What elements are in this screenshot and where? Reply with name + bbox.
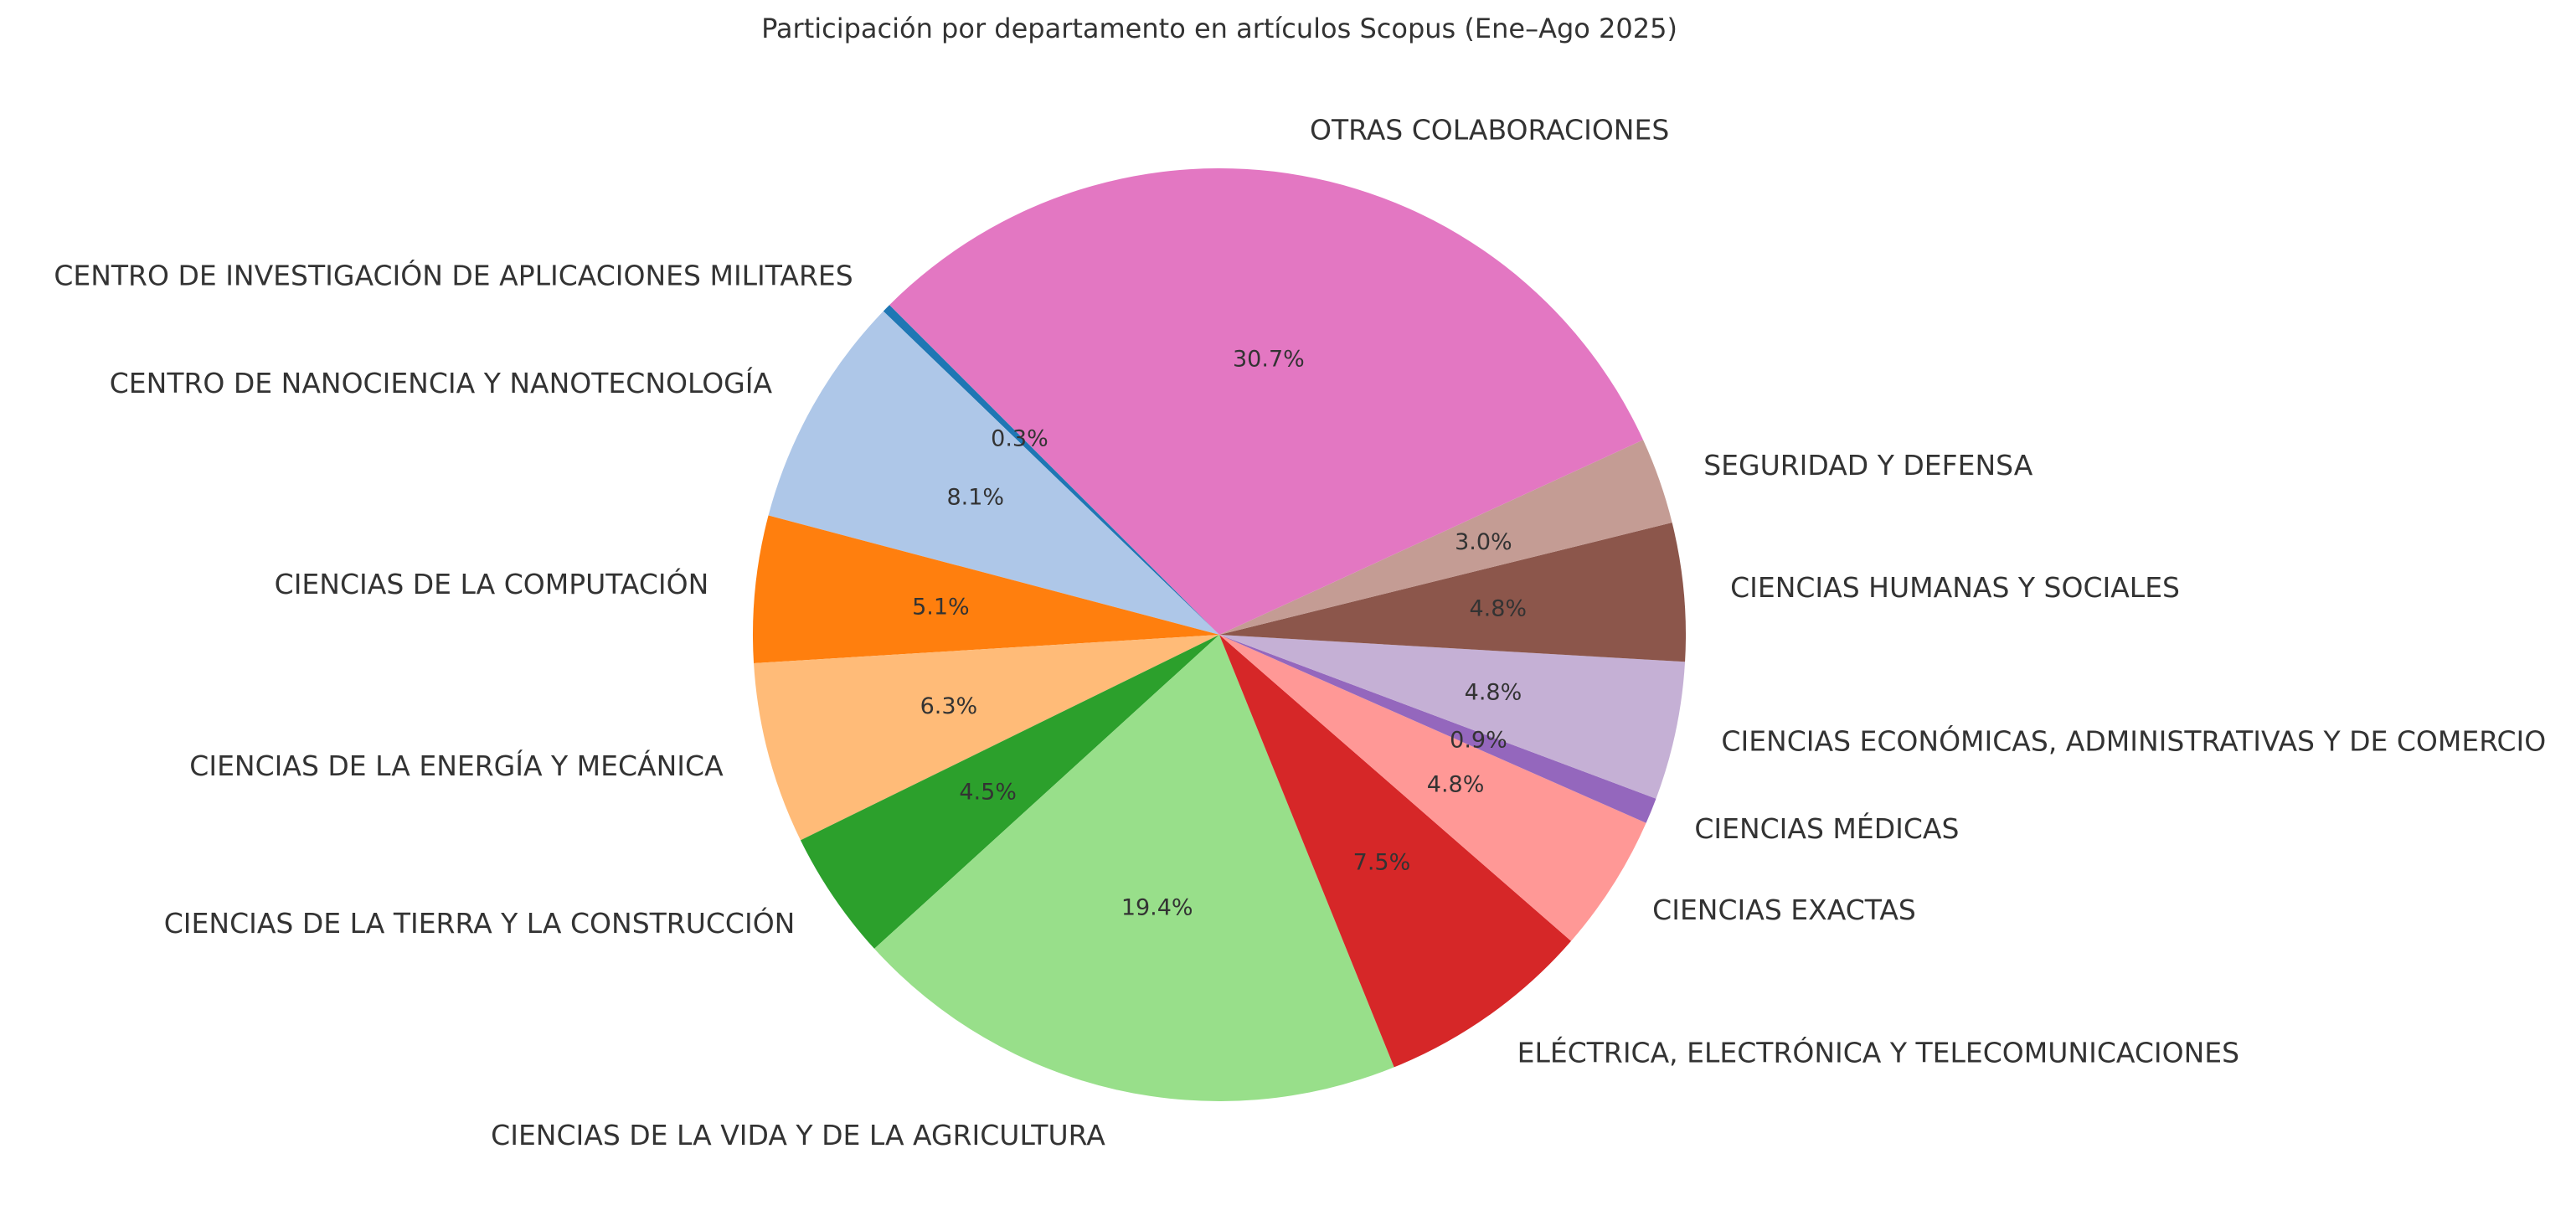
percent-label-centro-de-investigacion-de-aplicaciones-militares: 0.3%	[991, 425, 1048, 451]
pie-slice-otras-colaboraciones	[889, 168, 1644, 635]
slice-label-electrica-electronica-y-telecomunicaciones: ELÉCTRICA, ELECTRÓNICA Y TELECOMUNICACIO…	[1517, 1035, 2239, 1069]
pie-slice-ciencias-de-la-vida-y-de-la-agricultura	[874, 635, 1394, 1101]
pie-slice-ciencias-medicas	[1219, 635, 1656, 823]
percent-label-ciencias-medicas: 0.9%	[1450, 728, 1507, 754]
slice-label-ciencias-medicas: CIENCIAS MÉDICAS	[1694, 811, 1959, 845]
slice-labels: CENTRO DE INVESTIGACIÓN DE APLICACIONES …	[54, 113, 2546, 1151]
percent-label-otras-colaboraciones: 30.7%	[1233, 347, 1305, 373]
chart-title: Participación por departamento en artícu…	[761, 13, 1677, 44]
percent-label-centro-de-nanociencia-y-nanotecnologia: 8.1%	[946, 485, 1004, 511]
percent-label-seguridad-y-defensa: 3.0%	[1455, 529, 1512, 555]
pie-slice-seguridad-y-defensa	[1219, 440, 1672, 635]
pie-slice-centro-de-investigacion-de-aplicaciones-militares	[883, 305, 1219, 635]
pie-slice-ciencias-de-la-energia-y-mecanica	[754, 635, 1219, 841]
slice-label-centro-de-investigacion-de-aplicaciones-militares: CENTRO DE INVESTIGACIÓN DE APLICACIONES …	[54, 258, 853, 291]
percent-label-ciencias-exactas: 4.8%	[1427, 772, 1485, 798]
percent-label-ciencias-economicas-administrativas-y-de-comercio: 4.8%	[1465, 680, 1522, 706]
slice-label-ciencias-de-la-tierra-y-la-construccion: CIENCIAS DE LA TIERRA Y LA CONSTRUCCIÓN	[164, 906, 796, 940]
pie-slice-ciencias-humanas-y-sociales	[1219, 522, 1686, 662]
percent-label-ciencias-de-la-tierra-y-la-construccion: 4.5%	[959, 779, 1017, 805]
slice-label-ciencias-de-la-computacion: CIENCIAS DE LA COMPUTACIÓN	[275, 567, 709, 600]
slice-label-centro-de-nanociencia-y-nanotecnologia: CENTRO DE NANOCIENCIA Y NANOTECNOLOGÍA	[110, 366, 773, 399]
slice-label-ciencias-exactas: CIENCIAS EXACTAS	[1652, 894, 1916, 926]
percent-label-ciencias-de-la-computacion: 5.1%	[912, 595, 970, 621]
pie-slice-centro-de-nanociencia-y-nanotecnologia	[768, 311, 1219, 635]
percent-labels: 0.3% 8.1% 5.1% 6.3% 4.5% 19.4% 7.5% 4.8% 0.9% 4.8…	[912, 347, 1527, 921]
pie-slice-ciencias-exactas	[1219, 635, 1646, 941]
slice-label-otras-colaboraciones: OTRAS COLABORACIONES	[1310, 113, 1669, 146]
slice-label-seguridad-y-defensa: SEGURIDAD Y DEFENSA	[1703, 449, 2032, 482]
slice-label-ciencias-de-la-energia-y-mecanica: CIENCIAS DE LA ENERGÍA Y MECÁNICA	[189, 749, 724, 782]
slice-label-ciencias-humanas-y-sociales: CIENCIAS HUMANAS Y SOCIALES	[1730, 571, 2180, 604]
pie-slices	[753, 168, 1686, 1101]
slice-label-ciencias-de-la-vida-y-de-la-agricultura: CIENCIAS DE LA VIDA Y DE LA AGRICULTURA	[491, 1119, 1105, 1151]
percent-label-ciencias-humanas-y-sociales: 4.8%	[1469, 596, 1527, 622]
pie-slice-ciencias-economicas-administrativas-y-de-comercio	[1219, 635, 1686, 799]
percent-label-ciencias-de-la-energia-y-mecanica: 6.3%	[920, 693, 978, 719]
pie-slice-ciencias-de-la-computacion	[753, 515, 1219, 664]
pie-slice-ciencias-de-la-tierra-y-la-construccion	[800, 635, 1219, 949]
percent-label-electrica-electronica-y-telecomunicaciones: 7.5%	[1353, 850, 1411, 876]
percent-label-ciencias-de-la-vida-y-de-la-agricultura: 19.4%	[1121, 894, 1193, 920]
slice-label-ciencias-economicas-administrativas-y-de-comercio: CIENCIAS ECONÓMICAS, ADMINISTRATIVAS Y D…	[1721, 724, 2546, 757]
pie-slice-electrica-electronica-y-telecomunicaciones	[1219, 635, 1572, 1068]
